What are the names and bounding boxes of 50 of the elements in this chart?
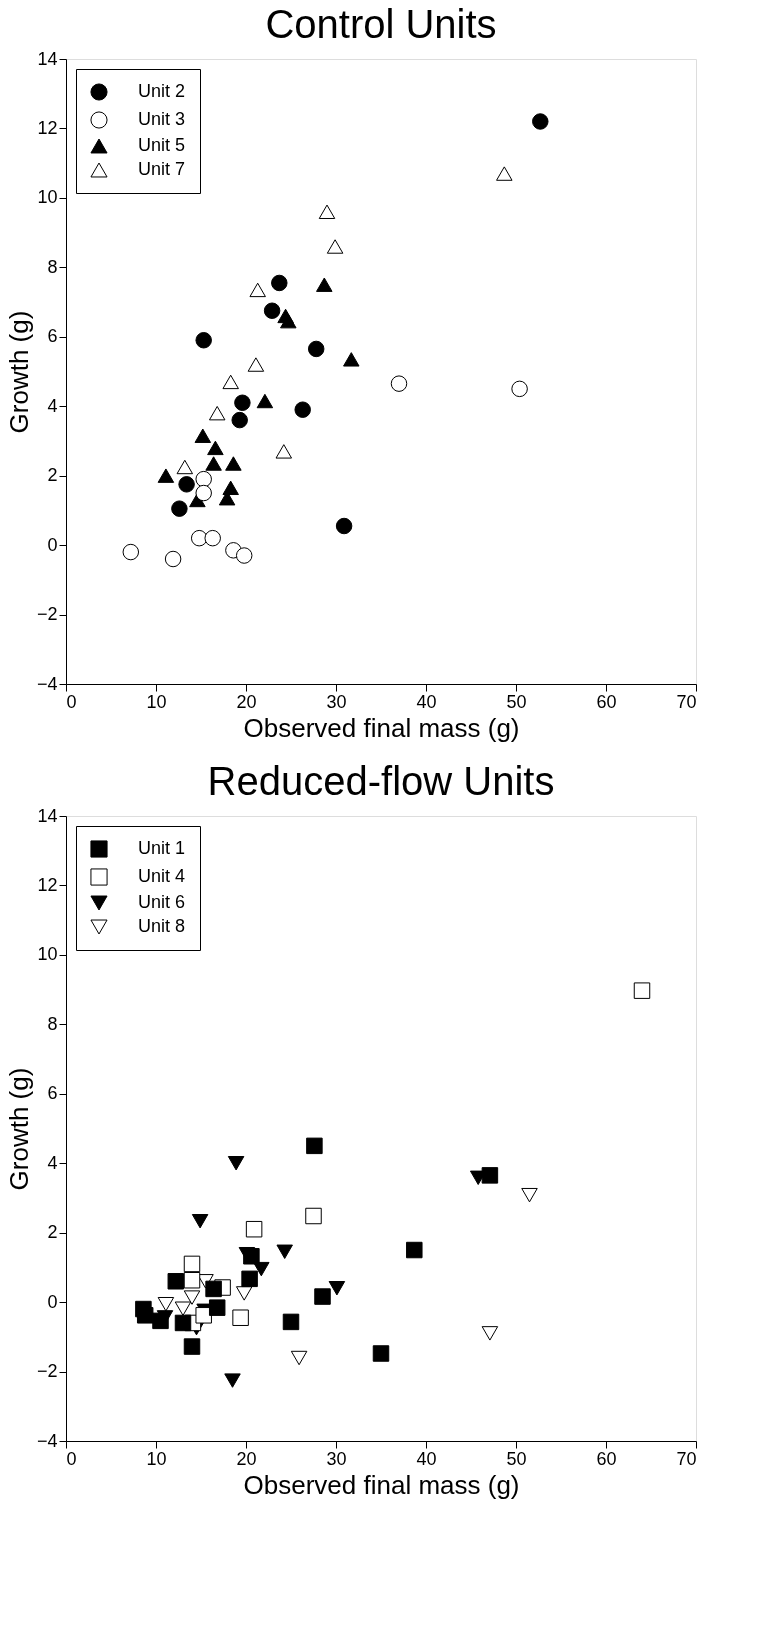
x-tick-label: 50 — [506, 691, 527, 712]
legend-label: Unit 6 — [138, 892, 186, 912]
y-tick-label: 10 — [37, 944, 58, 965]
x-tick-label: 0 — [66, 1448, 77, 1469]
y-tick-label: −2 — [36, 604, 58, 625]
y-tick-label: −4 — [36, 673, 58, 694]
x-tick-label: 10 — [146, 1448, 167, 1469]
x-tick-label: 40 — [416, 1448, 437, 1469]
x-tick-label: 20 — [236, 1448, 257, 1469]
legend-label: Unit 4 — [138, 866, 186, 886]
y-tick-label: 0 — [47, 1291, 58, 1312]
x-tick-label: 30 — [326, 691, 347, 712]
y-tick-label: 14 — [37, 48, 58, 69]
x-tick-label: 70 — [676, 691, 697, 712]
x-tick-label: 60 — [596, 1448, 617, 1469]
y-tick-label: −4 — [36, 1430, 58, 1451]
y-tick-label: 4 — [47, 395, 58, 416]
y-tick-label: 6 — [47, 1083, 58, 1104]
x-axis-title: Observed final mass (g) — [243, 712, 520, 743]
x-tick-label: 50 — [506, 1448, 527, 1469]
y-tick-label: 0 — [47, 534, 58, 555]
legend-label: Unit 1 — [138, 838, 186, 858]
y-tick-label: 6 — [47, 326, 58, 347]
y-tick-label: 2 — [47, 465, 58, 486]
x-tick-label: 60 — [596, 691, 617, 712]
y-tick-label: 8 — [47, 256, 58, 277]
legend-label: Unit 8 — [138, 916, 186, 936]
y-tick-label: 4 — [47, 1152, 58, 1173]
x-tick-label: 0 — [66, 691, 77, 712]
y-tick-label: 10 — [37, 187, 58, 208]
x-tick-label: 10 — [146, 691, 167, 712]
y-axis-title: Growth (g) — [3, 310, 34, 434]
y-tick-label: 2 — [47, 1222, 58, 1243]
y-tick-label: 8 — [47, 1013, 58, 1034]
y-tick-label: 12 — [37, 874, 58, 895]
legend-label: Unit 5 — [138, 135, 186, 155]
x-tick-label: 70 — [676, 1448, 697, 1469]
legend-label: Unit 2 — [138, 81, 186, 101]
chart-title: Control Units — [265, 2, 497, 46]
x-tick-label: 30 — [326, 1448, 347, 1469]
chart-title: Reduced-flow Units — [207, 759, 555, 803]
x-tick-label: 40 — [416, 691, 437, 712]
legend-label: Unit 3 — [138, 109, 186, 129]
y-axis-title: Growth (g) — [3, 1067, 34, 1191]
y-tick-label: −2 — [36, 1361, 58, 1382]
x-axis-title: Observed final mass (g) — [243, 1469, 520, 1500]
y-tick-label: 14 — [37, 805, 58, 826]
y-tick-label: 12 — [37, 117, 58, 138]
legend-label: Unit 7 — [138, 159, 186, 179]
x-tick-label: 20 — [236, 691, 257, 712]
